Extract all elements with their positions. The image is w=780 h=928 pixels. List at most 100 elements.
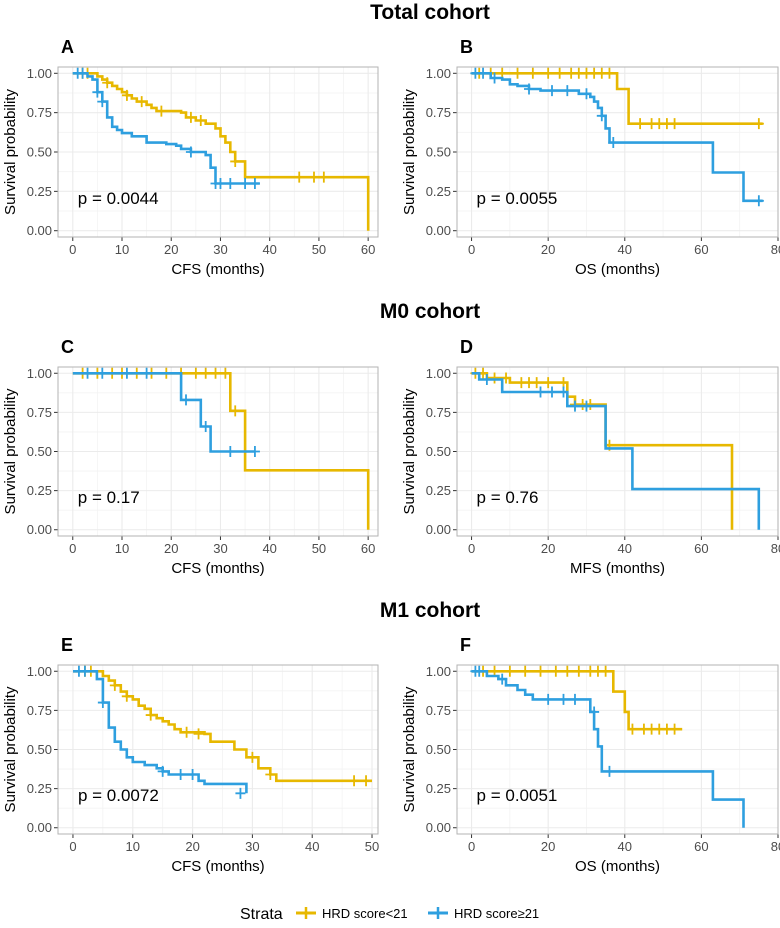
x-tick-label: 10 [115,242,129,257]
p-value-b: p = 0.0055 [477,189,558,208]
y-tick-label: 1.00 [426,664,451,679]
y-tick-label: 0.25 [27,781,52,796]
y-tick-label: 1.00 [27,66,52,81]
censor-mark-hrd-low [102,77,113,89]
x-tick-label: 60 [361,242,375,257]
y-axis-title-a: Survival probability [2,89,19,215]
censor-mark-hrd-high [581,88,592,100]
panel-d: 0 20 40 60 80 0.00 0.25 0.50 0.75 1.00 p = 0.76 MFS… [401,337,780,577]
y-tick-label: 0.50 [27,742,52,757]
y-tick-label: 0.25 [27,483,52,498]
censor-mark-hrd-high [569,693,580,705]
y-tick-label: 0.50 [27,444,52,459]
panel-letter-e: E [61,635,73,655]
censor-mark-hrd-low [121,89,132,101]
legend-title: Strata [240,906,283,923]
censor-mark-hrd-high [497,673,508,685]
y-tick-label: 0.75 [27,405,52,420]
x-tick-label: 0 [468,839,475,854]
censor-mark-hrd-high [489,72,500,84]
legend: Strata HRD score<21 HRD score≥21 [240,906,539,923]
y-tick-label: 0.25 [426,781,451,796]
panel-letter-d: D [460,337,473,357]
x-axis-title-d: MFS (months) [570,560,665,577]
censor-mark-hrd-low [604,67,615,79]
censor-mark-hrd-low [543,377,554,389]
x-tick-label: 0 [468,541,475,556]
panel-c: 0 10 20 30 40 50 60 0.00 0.25 0.50 0.75 1.00 p = 0.1… [2,337,379,577]
censor-mark-hrd-low [550,665,561,677]
p-value-c: p = 0.17 [78,488,140,507]
censor-mark-hrd-high [543,693,554,705]
legend-key-hrd-low [296,907,316,919]
censor-mark-hrd-low [294,171,305,183]
censor-mark-hrd-high [535,386,546,398]
km-curve-hrd-high-d [471,372,761,530]
censor-mark-hrd-high [157,765,168,777]
x-axis-title-c: CFS (months) [171,560,264,577]
censor-mark-hrd-low [527,67,538,79]
plot-frame-e [57,664,379,835]
censor-mark-hrd-high [77,67,88,79]
y-tick-label: 1.00 [426,66,451,81]
censor-mark-hrd-high [175,769,186,781]
legend-label-hrd-low: HRD score<21 [322,906,408,921]
x-tick-label: 20 [541,541,555,556]
y-axis-title-f: Survival probability [401,686,418,812]
group-title-m0: M0 cohort [380,300,480,323]
x-axis-title-b: OS (months) [575,261,660,278]
x-tick-label: 0 [468,242,475,257]
x-tick-label: 80 [771,242,780,257]
censor-mark-hrd-low [535,665,546,677]
censor-mark-hrd-low [669,118,680,130]
censor-mark-hrd-high [589,706,600,718]
panel-a: 0 10 20 30 40 50 60 0.00 0.25 0.50 0.75 1.00 p = 0.0… [2,37,379,278]
y-axis-title-b: Survival probability [401,89,418,215]
censor-mark-hrd-low [109,679,120,691]
censor-mark-hrd-high [225,177,236,189]
x-tick-label: 40 [618,242,632,257]
y-tick-label: 0.00 [27,223,52,238]
censor-mark-hrd-low [200,367,211,379]
censor-mark-hrd-low [573,665,584,677]
plot-frame-d [456,366,779,537]
x-tick-label: 80 [771,839,780,854]
censor-mark-hrd-high [215,177,226,189]
censor-mark-hrd-high [474,665,485,677]
y-tick-label: 0.75 [426,405,451,420]
x-tick-label: 20 [541,839,555,854]
y-tick-label: 1.00 [27,366,52,381]
y-tick-label: 0.50 [426,145,451,160]
p-value-f: p = 0.0051 [477,786,558,805]
censor-mark-hrd-high [562,85,573,97]
censor-mark-hrd-low [210,367,221,379]
censor-mark-hrd-high [121,367,132,379]
censor-mark-hrd-low [627,723,638,735]
censor-mark-hrd-low [185,111,196,123]
censor-mark-hrd-low [531,377,542,389]
censor-mark-hrd-high [225,446,236,457]
censor-mark-hrd-low [309,171,319,183]
censor-mark-hrd-low [195,115,206,127]
panel-letter-c: C [61,337,74,357]
censor-mark-hrd-high [608,137,619,149]
plot-frame-a [57,66,379,238]
censor-mark-hrd-high [79,665,90,677]
x-tick-label: 40 [618,839,632,854]
legend-label-hrd-high: HRD score≥21 [454,906,539,921]
censor-mark-hrd-high [240,177,251,189]
x-axis-title-e: CFS (months) [171,858,264,875]
y-tick-label: 0.75 [27,703,52,718]
censor-mark-hrd-low [349,775,360,787]
censor-mark-hrd-high [92,86,103,98]
censor-mark-hrd-low [520,665,531,677]
y-tick-label: 0.75 [27,105,52,120]
y-tick-label: 0.00 [426,223,451,238]
group-title-total: Total cohort [370,1,490,24]
km-curve-hrd-high-f [471,670,745,828]
y-tick-label: 0.00 [27,820,52,835]
x-tick-label: 30 [245,839,259,854]
x-tick-label: 40 [618,541,632,556]
censor-mark-hrd-high [558,386,569,398]
